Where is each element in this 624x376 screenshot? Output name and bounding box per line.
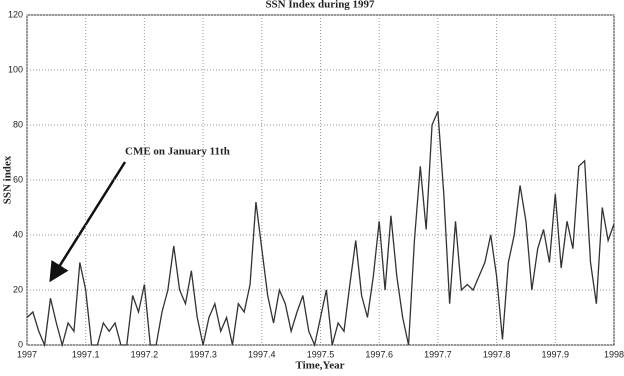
y-tick-label: 100 xyxy=(8,64,23,74)
y-tick-label: 60 xyxy=(13,174,23,184)
y-tick-label: 40 xyxy=(13,229,23,239)
x-tick-label: 1997.4 xyxy=(248,349,276,359)
x-tick-label: 1997.6 xyxy=(365,349,393,359)
y-tick-label: 80 xyxy=(13,119,23,129)
x-tick-label: 1997.8 xyxy=(483,349,511,359)
x-tick-label: 1997.1 xyxy=(72,349,100,359)
x-tick-label: 1997.9 xyxy=(542,349,570,359)
line xyxy=(26,110,615,348)
x-tick-label: 1997.3 xyxy=(189,349,217,359)
x-tick-label: 1997.2 xyxy=(131,349,159,359)
x-axis-label: Time,Year xyxy=(296,360,345,372)
y-tick-label: 20 xyxy=(13,284,23,294)
chart-title: SSN Index during 1997 xyxy=(265,0,375,11)
x-tick-label: 1997.7 xyxy=(424,349,452,359)
x-tick-label: 1998 xyxy=(604,349,624,359)
y-tick-label: 120 xyxy=(8,9,23,19)
x-tick-label: 1997 xyxy=(17,349,37,359)
annotation: CME on January 11th xyxy=(125,146,230,158)
x-tick-label: 1997.5 xyxy=(307,349,335,359)
y-axis-label: SSN index xyxy=(2,155,14,204)
annotation-arrow xyxy=(49,161,127,283)
y-tick-label: 0 xyxy=(18,339,23,349)
